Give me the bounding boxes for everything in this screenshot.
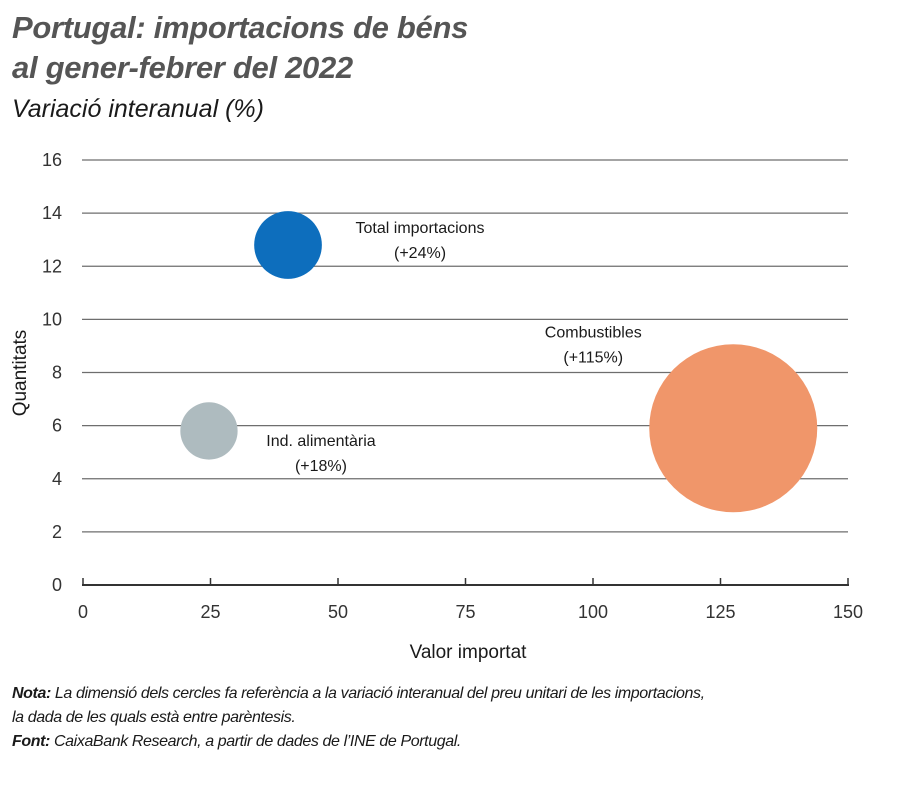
x-tick-label: 0 [78,602,88,622]
y-axis-tick-labels: 0 2 4 6 8 10 12 14 16 [42,150,62,595]
source-text: CaixaBank Research, a partir de dades de… [49,733,461,750]
y-tick-label: 4 [52,469,62,489]
chart-title: Portugal: importacions de béns al gener-… [12,8,468,88]
x-axis-title: Valor importat [410,642,528,663]
chart-subtitle: Variació interanual (%) [12,95,264,123]
bubble-label-value: (+18%) [295,458,347,475]
note-text-1: La dimensió dels cercles fa referència a… [50,685,705,702]
x-tick-label: 100 [578,602,608,622]
bubble-label-name: Combustibles [545,324,642,341]
y-tick-label: 8 [52,363,62,383]
note-line1: Nota: La dimensió dels cercles fa referè… [12,682,705,706]
y-tick-label: 14 [42,203,62,223]
source-label: Font: [12,733,50,750]
bubble-total-importacions [254,211,322,279]
x-tick-label: 50 [328,602,348,622]
bubble-label-name: Total importacions [356,220,485,237]
x-tick-label: 150 [833,602,863,622]
bubble-combustibles [649,344,818,513]
y-tick-label: 6 [52,416,62,436]
y-axis-title: Quantitats [10,330,31,417]
x-axis: 0 25 50 75 100 125 150 [78,578,863,622]
footnotes: Nota: La dimensió dels cercles fa referè… [12,682,705,754]
bubbles [180,211,818,513]
bubble-label-value: (+24%) [394,245,446,262]
chart-title-line1: Portugal: importacions de béns [12,10,469,45]
note-line2: la dada de les quals està entre parèntes… [12,709,296,726]
bubble-label-value: (+115%) [563,349,623,366]
chart-title-line2: al gener-febrer del 2022 [12,50,353,85]
y-tick-label: 16 [42,150,62,170]
y-tick-label: 12 [42,256,62,276]
source-line: Font: CaixaBank Research, a partir de da… [12,730,705,754]
x-tick-label: 125 [705,602,735,622]
bubble-label-name: Ind. alimentària [266,433,375,450]
bubble-ind-aliment-ria [180,402,238,460]
x-tick-label: 25 [200,602,220,622]
bubble-chart: 0 25 50 75 100 125 150 0 2 4 6 8 10 12 14 16 Total imp… [10,150,863,663]
y-tick-label: 0 [52,575,62,595]
x-tick-label: 75 [455,602,475,622]
note-label: Nota: [12,685,51,702]
y-tick-label: 2 [52,522,62,542]
y-tick-label: 10 [42,309,62,329]
bubble-labels: Total importacions (+24%) Ind. alimentària… [266,220,641,475]
